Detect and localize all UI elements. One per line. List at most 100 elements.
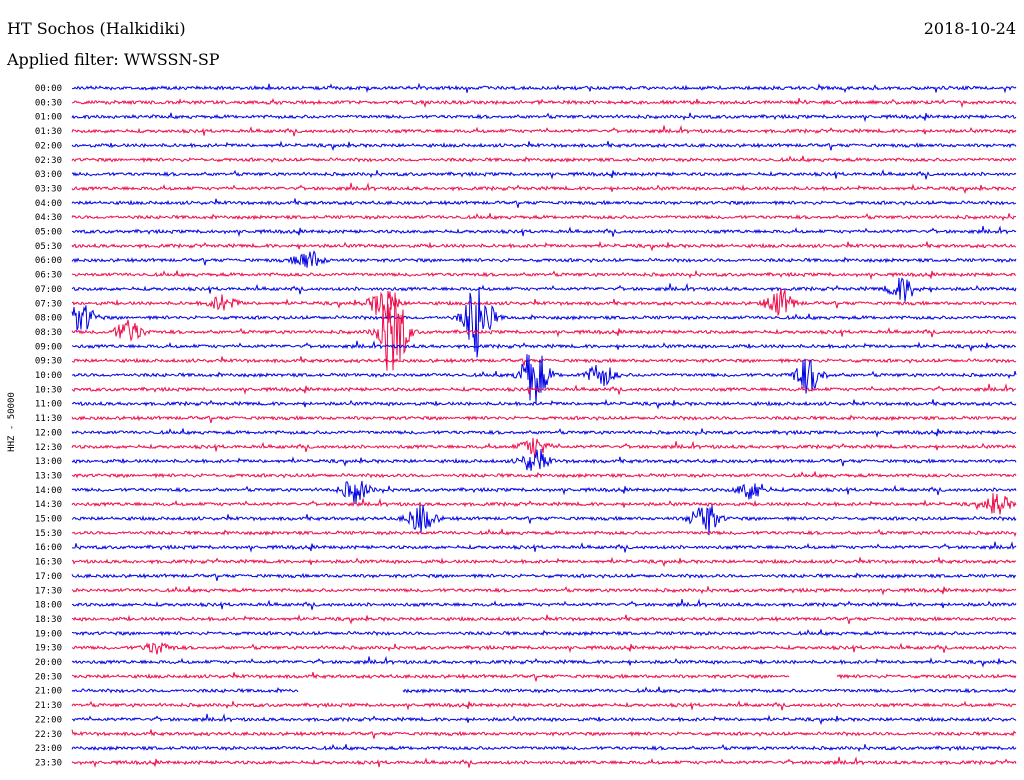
trace-line [71,82,1017,94]
trace-line [71,505,1017,536]
row-time-label: 14:30 [35,500,62,510]
trace-line [71,448,1017,471]
row-time-label: 06:30 [35,271,62,281]
trace-line [71,414,1017,424]
row-time-label: 12:00 [35,428,62,438]
trace-line [71,270,1017,281]
trace-line [71,288,1017,320]
row-time-label: 01:30 [35,127,62,137]
row-time-label: 15:00 [35,515,62,525]
trace-line [71,383,1017,395]
trace-line [71,743,1017,753]
trace-line [71,277,1017,302]
row-time-label: 01:00 [35,113,62,123]
trace-line [71,140,1017,152]
trace-line [71,250,1017,268]
row-time-label: 07:30 [35,299,62,309]
row-time-label: 22:30 [35,730,62,740]
row-time-label: 05:30 [35,242,62,252]
row-time-label: 12:30 [35,443,62,453]
trace-line [71,292,1017,371]
row-time-label: 13:30 [35,471,62,481]
row-time-label: 02:30 [35,156,62,166]
trace-line [71,528,1017,537]
trace-line [71,437,1017,458]
row-time-label: 11:30 [35,414,62,424]
row-time-label: 00:00 [35,84,62,94]
row-time-label: 21:00 [35,687,62,697]
row-time-label: 14:00 [35,486,62,496]
trace-line [71,198,1017,208]
trace-line [71,240,1017,252]
trace-line [71,340,1017,353]
row-time-label: 10:30 [35,385,62,395]
row-time-label: 18:00 [35,601,62,611]
row-time-label: 22:00 [35,715,62,725]
row-time-label: 09:00 [35,342,62,352]
trace-line [71,556,1017,568]
trace-line [71,598,1017,610]
row-time-label: 18:30 [35,615,62,625]
trace-line [71,700,1017,711]
row-time-label: 07:00 [35,285,62,295]
row-time-label: 04:00 [35,199,62,209]
row-time-label: 04:30 [35,213,62,223]
trace-line [71,356,1017,366]
row-time-label: 03:00 [35,170,62,180]
trace-line [71,471,1017,479]
row-time-label: 11:00 [35,400,62,410]
trace-line [71,713,1017,726]
trace-line [71,225,1017,238]
trace-line [71,124,1017,137]
row-time-label: 17:30 [35,586,62,596]
trace-line [71,155,1017,163]
row-time-label: 21:30 [35,701,62,711]
trace-line [71,428,1017,439]
trace-line [71,541,1017,553]
trace-line [71,572,1017,582]
trace-line [71,671,1017,682]
trace-line [71,629,1017,637]
row-time-label: 20:00 [35,658,62,668]
trace-line [71,112,1017,123]
date-label: 2018-10-24 [923,19,1016,38]
trace-line [71,686,1017,694]
station-title: HT Sochos (Halkidiki) [7,19,186,38]
trace-line [71,212,1017,222]
row-time-label: 19:30 [35,644,62,654]
row-time-label: 00:30 [35,98,62,108]
row-time-label: 03:30 [35,184,62,194]
trace-line [71,655,1017,668]
trace-line [71,169,1017,180]
trace-line [71,354,1017,404]
trace-line [71,585,1017,596]
row-time-label: 23:30 [35,758,62,768]
row-time-label: 13:00 [35,457,62,467]
row-time-label: 19:00 [35,629,62,639]
trace-line [71,287,1017,358]
trace-line [71,493,1017,515]
trace-line [71,642,1017,655]
trace-line [71,97,1017,109]
trace-line [71,729,1017,739]
filter-label: Applied filter: WWSSN-SP [7,50,220,69]
row-time-label: 17:00 [35,572,62,582]
trace-line [71,756,1017,768]
row-time-label: 06:00 [35,256,62,266]
trace-line [71,613,1017,625]
row-time-label: 16:00 [35,543,62,553]
row-time-label: 20:30 [35,672,62,682]
row-time-label: 05:00 [35,228,62,238]
row-time-label: 02:00 [35,141,62,151]
row-time-label: 09:30 [35,357,62,367]
row-time-label: 08:30 [35,328,62,338]
trace-line [71,182,1017,195]
row-time-label: 23:00 [35,744,62,754]
row-time-label: 08:00 [35,314,62,324]
trace-line [71,480,1017,504]
row-time-label: 15:30 [35,529,62,539]
row-time-label: 10:00 [35,371,62,381]
trace-line [71,398,1017,410]
row-time-label: 16:30 [35,558,62,568]
